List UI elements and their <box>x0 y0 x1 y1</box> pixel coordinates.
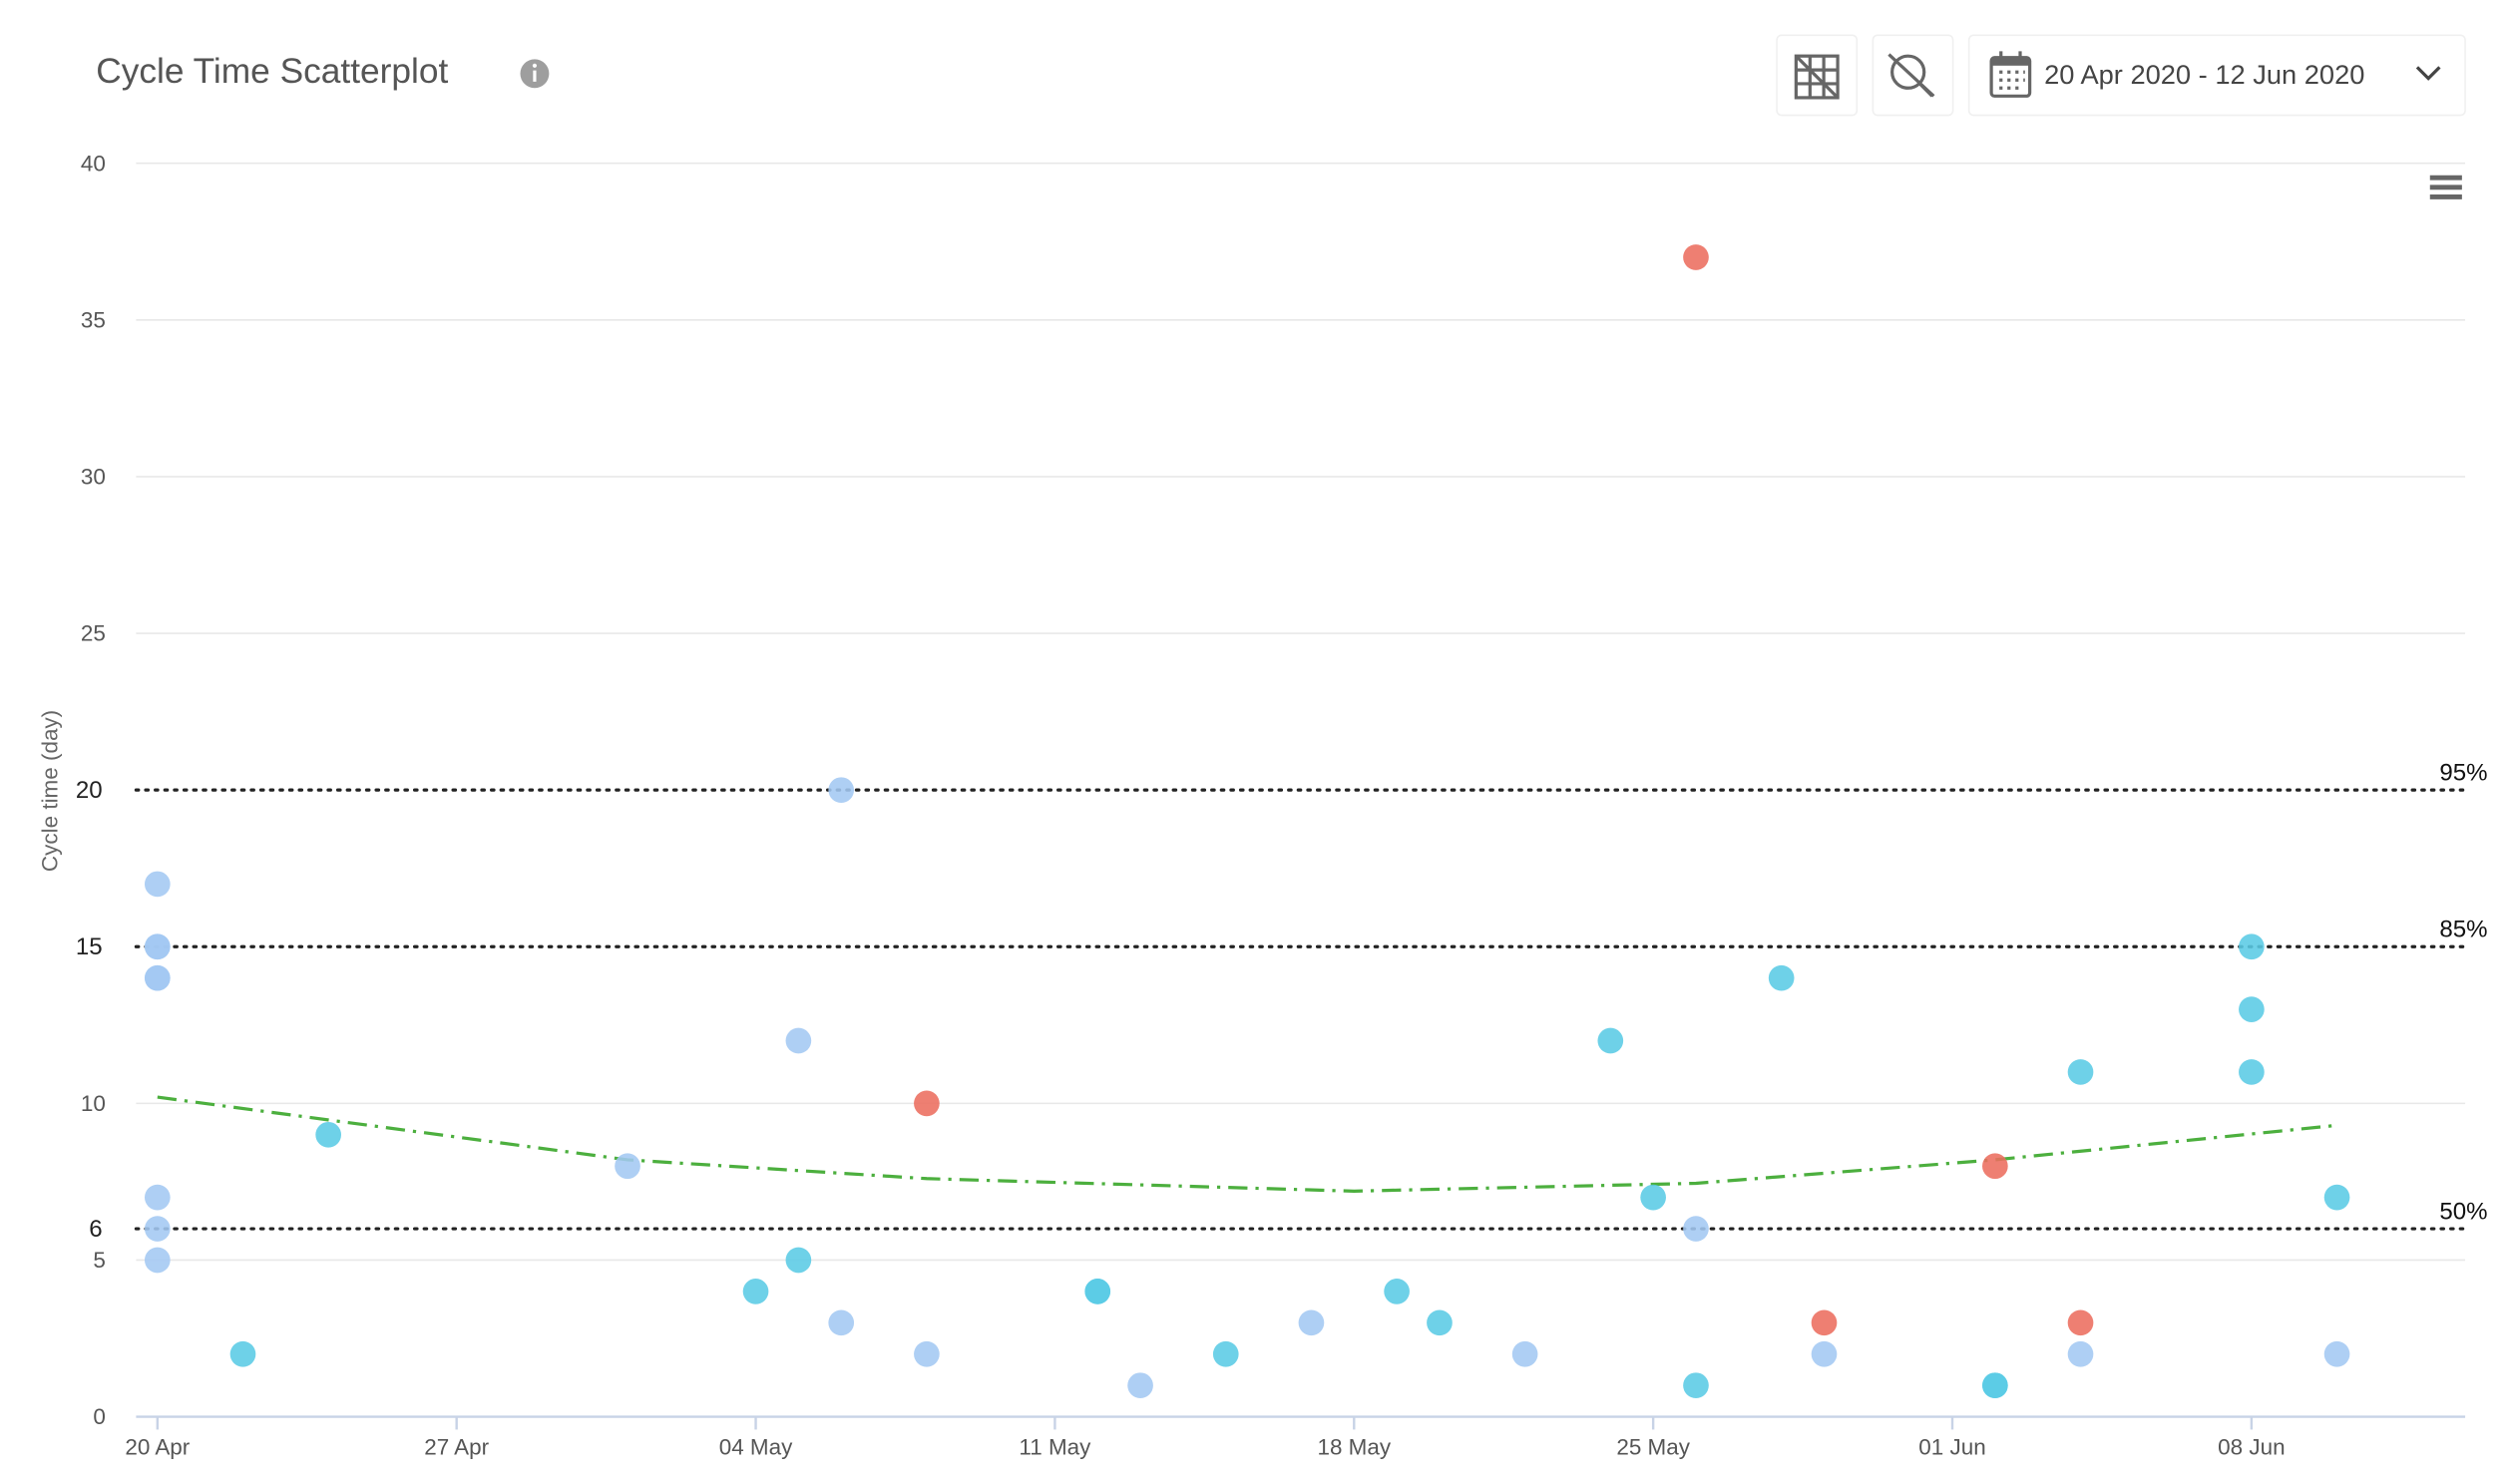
data-point <box>1683 1372 1709 1399</box>
percentile-label: 50% <box>2439 1198 2487 1225</box>
data-point <box>914 1340 940 1367</box>
data-point <box>144 1184 171 1211</box>
data-point <box>1982 1372 2008 1399</box>
data-point <box>2067 1059 2094 1085</box>
trend-line <box>157 1095 2337 1193</box>
y-tick-label: 35 <box>81 307 106 332</box>
data-point <box>785 1247 812 1274</box>
data-point <box>144 964 171 991</box>
x-tick-label: 20 Apr <box>125 1435 190 1460</box>
percentile-label: 85% <box>2439 917 2487 943</box>
x-tick-label: 04 May <box>719 1435 793 1460</box>
data-point <box>828 1309 855 1336</box>
data-point <box>2239 996 2265 1022</box>
data-point <box>1811 1309 1838 1336</box>
y-tick-label: 40 <box>81 151 106 176</box>
data-point <box>2239 933 2265 960</box>
data-point <box>1127 1372 1153 1399</box>
data-point <box>2067 1340 2094 1367</box>
y-tick-label: 20 <box>76 777 103 804</box>
date-range-picker[interactable]: 20 Apr 2020 - 12 Jun 2020 <box>1967 34 2466 117</box>
data-point <box>615 1153 640 1180</box>
data-point <box>914 1090 940 1117</box>
menu-button[interactable] <box>2429 175 2462 199</box>
data-point <box>1982 1153 2008 1180</box>
data-point <box>144 1216 171 1242</box>
data-point <box>742 1279 769 1304</box>
data-point <box>1427 1309 1453 1336</box>
y-tick-label: 6 <box>89 1216 102 1243</box>
data-point <box>144 1247 171 1274</box>
data-point <box>1768 964 1795 991</box>
data-point <box>2323 1184 2350 1211</box>
data-point <box>785 1027 812 1054</box>
data-point <box>1640 1184 1666 1211</box>
x-tick-label: 11 May <box>1019 1435 1091 1460</box>
data-point <box>315 1121 341 1148</box>
y-tick-label: 10 <box>81 1091 106 1116</box>
percentile-label: 95% <box>2439 759 2487 786</box>
info-icon[interactable] <box>520 59 550 89</box>
data-point <box>1811 1340 1838 1367</box>
data-point <box>144 933 171 960</box>
y-axis-title: Cycle time (day) <box>37 710 62 872</box>
data-point <box>1597 1027 1624 1054</box>
data-point <box>229 1340 256 1367</box>
data-point <box>1511 1340 1538 1367</box>
table-toggle-button[interactable] <box>1776 34 1859 117</box>
y-tick-label: 5 <box>93 1248 105 1273</box>
data-point <box>1212 1340 1239 1367</box>
x-tick-label: 27 Apr <box>424 1435 489 1460</box>
data-point <box>1084 1279 1111 1304</box>
data-point <box>1683 244 1709 270</box>
data-point <box>1298 1309 1325 1336</box>
data-point <box>2323 1340 2350 1367</box>
data-point <box>2239 1059 2265 1085</box>
y-tick-label: 15 <box>76 933 103 960</box>
x-tick-label: 08 Jun <box>2218 1435 2285 1460</box>
x-tick-label: 01 Jun <box>1918 1435 1985 1460</box>
x-tick-label: 18 May <box>1317 1435 1391 1460</box>
data-point <box>2067 1309 2094 1336</box>
data-point <box>828 777 855 803</box>
data-point <box>1384 1279 1410 1304</box>
chart-title: Cycle Time Scatterplot <box>96 52 448 91</box>
hide-outliers-button[interactable] <box>1872 34 1954 117</box>
date-range-label: 20 Apr 2020 - 12 Jun 2020 <box>2044 59 2364 90</box>
y-tick-label: 25 <box>81 621 106 646</box>
y-tick-label: 0 <box>93 1404 105 1429</box>
y-tick-label: 30 <box>81 464 106 489</box>
data-point <box>1683 1216 1709 1242</box>
x-tick-label: 25 May <box>1616 1435 1690 1460</box>
data-point <box>144 871 171 898</box>
